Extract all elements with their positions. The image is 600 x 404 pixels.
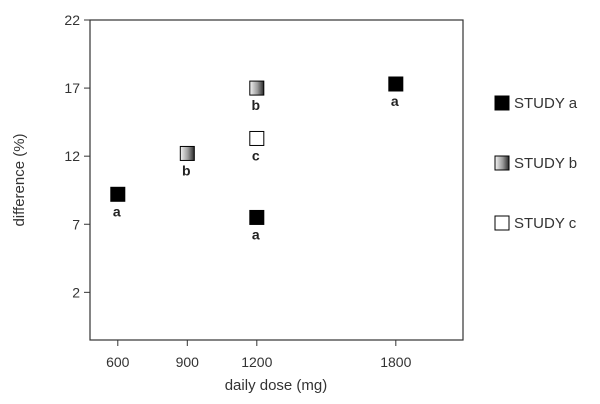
y-tick-label: 7 [72, 216, 80, 232]
x-tick-label: 1200 [241, 354, 272, 370]
legend-label: STUDY a [514, 95, 578, 112]
legend-marker-c [494, 215, 510, 231]
data-point-label: b [182, 162, 191, 178]
y-axis-title: difference (%) [11, 133, 28, 226]
data-point-label: c [252, 147, 260, 163]
plot-frame [89, 19, 464, 341]
data-point-label: a [391, 93, 399, 109]
y-tick-label: 22 [64, 12, 80, 28]
data-point-a [249, 209, 265, 225]
legend-marker-b [494, 155, 510, 171]
x-tick-label: 600 [106, 354, 130, 370]
x-tick-label: 900 [176, 354, 200, 370]
y-tick-label: 17 [64, 80, 80, 96]
data-point-label: b [252, 97, 261, 113]
x-tick-label: 1800 [380, 354, 411, 370]
data-point-c [249, 130, 265, 146]
y-tick-label: 12 [64, 148, 80, 164]
data-point-label: a [252, 226, 260, 242]
data-points: a a a b b c [110, 76, 404, 242]
legend: STUDY a STUDY b STUDY c [494, 95, 578, 232]
y-axis: 2 7 12 17 22 [64, 12, 90, 300]
x-axis-title: daily dose (mg) [225, 377, 328, 394]
y-tick-label: 2 [72, 284, 80, 300]
legend-marker-a [494, 95, 510, 111]
data-point-a [110, 186, 126, 202]
legend-label: STUDY c [514, 215, 577, 232]
data-point-b [249, 80, 265, 96]
x-axis: 600 900 1200 1800 [106, 340, 412, 370]
legend-label: STUDY b [514, 155, 577, 172]
data-point-label: a [113, 203, 121, 219]
data-point-a [388, 76, 404, 92]
data-point-b [179, 145, 195, 161]
